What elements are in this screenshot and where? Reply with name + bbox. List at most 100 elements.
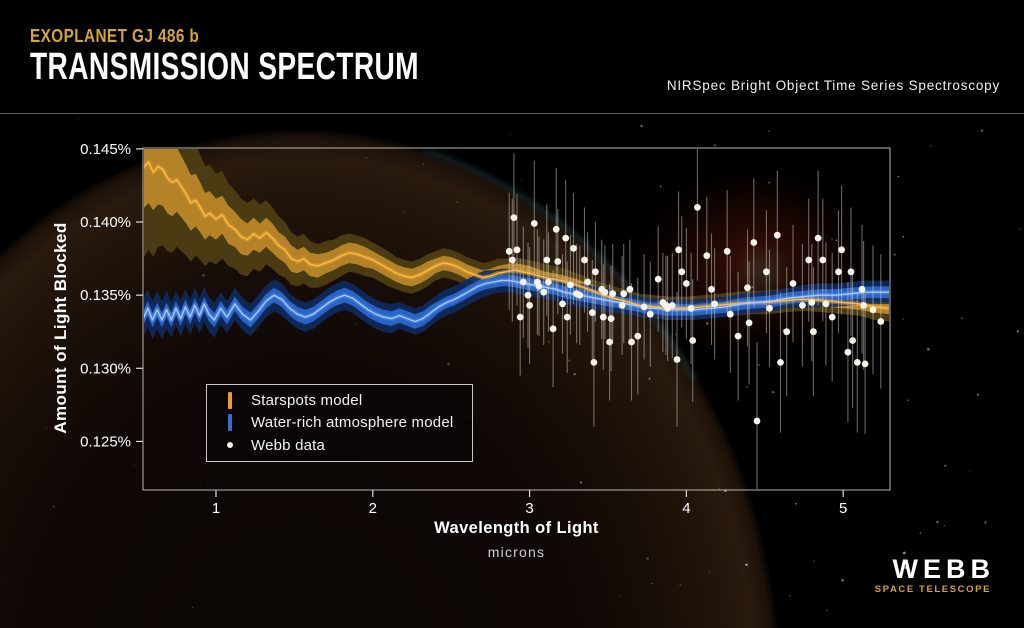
legend-label-webb-data: Webb data — [251, 436, 326, 454]
webb-data-point — [773, 231, 781, 239]
webb-data-point — [745, 319, 753, 327]
webb-data-point — [554, 258, 562, 265]
webb-data-point — [530, 220, 538, 227]
webb-data-point — [734, 332, 742, 340]
webb-data-point — [838, 246, 845, 254]
webb-data-point — [620, 290, 628, 298]
webb-data-point — [562, 234, 570, 242]
x-tick-label: 3 — [525, 500, 533, 517]
webb-data-point — [853, 359, 861, 366]
webb-data-point — [708, 285, 715, 293]
webb-data-point — [640, 303, 648, 311]
x-tick-label: 5 — [839, 500, 847, 517]
exoplanet-name-eyebrow: EXOPLANET GJ 486 b — [30, 26, 200, 46]
webb-data-point — [618, 302, 626, 309]
y-tick-label: 0.145% — [80, 141, 131, 158]
webb-data-point — [607, 315, 615, 322]
webb-data-point — [678, 268, 686, 276]
webb-data-point — [750, 239, 758, 246]
webb-data-point — [799, 302, 806, 309]
webb-data-point — [783, 328, 791, 336]
webb-data-point — [694, 204, 701, 211]
webb-data-point — [584, 278, 591, 286]
webb-data-point — [726, 310, 734, 318]
legend-label-starspots: Starspots model — [251, 392, 363, 410]
webb-data-point — [675, 246, 682, 254]
webb-data-point — [590, 359, 598, 366]
x-tick-label: 4 — [682, 500, 690, 517]
webb-data-point — [508, 256, 516, 264]
y-axis-title: Amount of Light Blocked — [51, 222, 70, 434]
water-model-swatch-icon — [228, 414, 232, 432]
webb-data-point — [567, 281, 574, 289]
webb-data-point — [835, 268, 842, 276]
webb-data-point — [869, 306, 877, 314]
webb-data-point — [723, 247, 731, 255]
webb-data-point — [814, 234, 822, 242]
plot-frame-and-axes: 0.145% 0.140% 0.135% 0.130% 0.125% 1 2 3 4 5 — [80, 141, 891, 517]
x-tick-label: 1 — [212, 500, 220, 517]
webb-data-point — [683, 280, 690, 287]
webb-data-point — [545, 278, 552, 286]
webb-data-point — [552, 225, 560, 233]
webb-data-point — [763, 268, 770, 276]
y-tick-label: 0.130% — [80, 360, 131, 377]
webb-data-point — [858, 285, 866, 293]
webb-data-point — [847, 268, 855, 276]
webb-data-point — [581, 256, 588, 264]
legend-item-starspots: Starspots model — [224, 391, 462, 410]
legend-item-webb-data: Webb data — [224, 436, 462, 455]
webb-data-point — [524, 291, 532, 299]
webb-data-point — [687, 304, 695, 312]
webb-data-point — [877, 318, 885, 325]
webb-data-dot-icon — [227, 442, 233, 449]
webb-data-point — [766, 304, 773, 312]
page-title: TRANSMISSION SPECTRUM — [30, 46, 419, 88]
webb-data-point — [519, 278, 527, 286]
webb-data-point — [634, 332, 642, 340]
y-tick-label: 0.125% — [80, 433, 131, 450]
plot-content — [144, 149, 889, 489]
y-tick-label: 0.135% — [80, 287, 131, 304]
chart-legend: Starspots model Water-rich atmosphere mo… — [206, 384, 473, 462]
legend-item-water: Water-rich atmosphere model — [224, 413, 462, 432]
webb-data-point — [599, 313, 607, 321]
webb-data-point — [744, 284, 751, 292]
webb-data-point — [588, 309, 596, 317]
webb-data-point — [822, 300, 830, 308]
webb-data-point — [789, 280, 797, 287]
webb-data-point — [844, 348, 852, 356]
plot-border — [142, 147, 891, 491]
webb-data-point — [673, 356, 681, 363]
y-tick-label: 0.140% — [80, 214, 131, 231]
webb-data-point — [689, 337, 697, 344]
webb-data-point — [626, 285, 634, 293]
webb-data-point — [628, 338, 635, 346]
x-axis-units: microns — [487, 544, 546, 560]
webb-logo: WEBB SPACE TELESCOPE — [875, 556, 990, 596]
webb-data-point — [861, 360, 869, 368]
webb-data-point — [592, 268, 599, 276]
webb-data-point — [549, 325, 557, 333]
webb-data-point — [576, 291, 584, 299]
legend-label-water: Water-rich atmosphere model — [251, 414, 454, 432]
webb-data-point — [711, 300, 718, 308]
webb-data-point — [601, 288, 609, 296]
webb-data-point — [703, 252, 711, 260]
webb-data-point — [543, 256, 551, 264]
starspots-model-band — [144, 149, 889, 322]
webb-data-point — [516, 313, 524, 321]
x-tick-label: 2 — [369, 500, 377, 517]
header-divider — [0, 113, 1024, 114]
webb-data-point — [819, 256, 827, 264]
webb-logo-wordmark: WEBB — [892, 554, 995, 584]
webb-data-point — [505, 247, 513, 255]
webb-data-point — [563, 313, 571, 321]
webb-data-point — [668, 302, 676, 309]
webb-data-point — [559, 300, 566, 308]
webb-data-point — [540, 288, 548, 296]
webb-data-point — [828, 313, 836, 321]
webb-data-point — [609, 290, 617, 298]
webb-data-point — [646, 310, 654, 318]
